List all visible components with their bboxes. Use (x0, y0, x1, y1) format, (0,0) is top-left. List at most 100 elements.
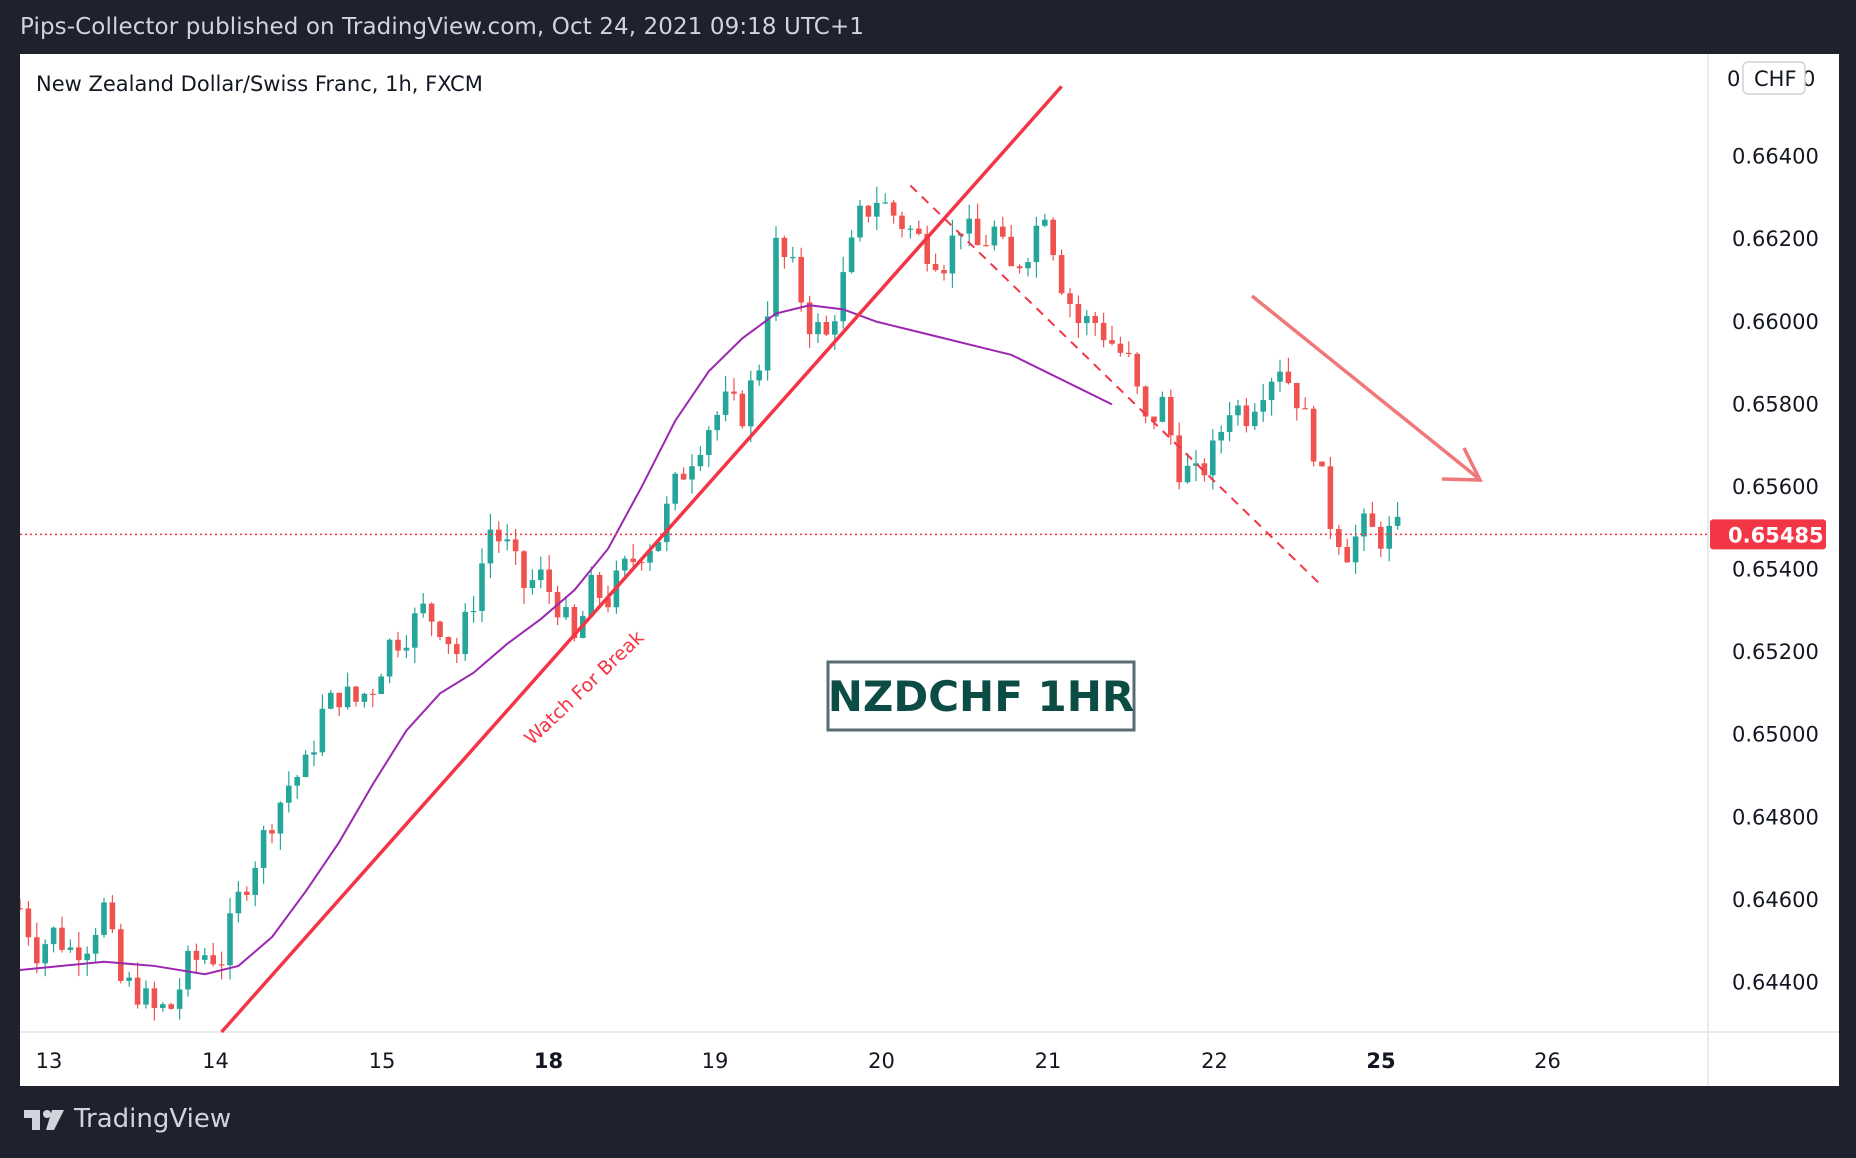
candle-body (210, 955, 216, 965)
candle-body (151, 988, 158, 1008)
x-tick-label: 22 (1201, 1049, 1228, 1073)
candle-body (1327, 466, 1334, 529)
trendline-label: Watch For Break (520, 627, 648, 750)
candle-body (1252, 411, 1258, 427)
y-tick-label: 0.65600 (1732, 475, 1819, 499)
candle-body (630, 558, 636, 562)
candle-body (748, 380, 754, 427)
candle-body (1285, 371, 1292, 383)
candle-body (319, 708, 326, 753)
candle-body (672, 473, 678, 504)
candle-body (487, 529, 494, 564)
candle-body (168, 1004, 174, 1009)
candle-body (1142, 386, 1149, 417)
candle-body (1277, 371, 1283, 382)
annotation-box (826, 660, 1136, 732)
candle-body (848, 237, 855, 273)
x-tick-label: 19 (702, 1049, 729, 1073)
candle-body (1058, 255, 1065, 294)
candle-body (899, 215, 905, 229)
candle-body (588, 574, 594, 617)
candle-body (302, 754, 309, 778)
y-tick-label: 0.66000 (1732, 310, 1819, 334)
candle-body (1075, 304, 1082, 324)
candle-body (664, 503, 670, 543)
y-axis-top-label: 0 (1727, 67, 1740, 91)
x-tick-label: 14 (202, 1049, 229, 1073)
candle-body (823, 321, 830, 335)
y-tick-label: 0.64600 (1732, 888, 1819, 912)
tradingview-logo-icon (24, 1110, 64, 1130)
candle-body (336, 692, 342, 708)
candle-body (1092, 316, 1098, 323)
candle-body (504, 539, 510, 542)
candle-body (840, 272, 846, 322)
publisher-line: Pips-Collector published on TradingView.… (20, 14, 865, 40)
candle-body (412, 613, 418, 648)
candle-body (949, 235, 956, 274)
candle-body (109, 902, 116, 930)
candle-body (689, 466, 695, 480)
candle-body (1193, 463, 1199, 466)
candle-body (1369, 513, 1376, 527)
candle-body (924, 233, 930, 264)
currency-button[interactable] (1742, 61, 1806, 95)
candle-body (974, 218, 981, 246)
candle-body (403, 647, 410, 651)
candle-body (538, 569, 544, 581)
candle-body (1310, 408, 1317, 462)
candle-body (1319, 461, 1325, 467)
candle-body (118, 929, 124, 981)
candle-body (218, 964, 225, 966)
candle-body (529, 580, 536, 589)
candle-body (34, 937, 40, 964)
x-tick-label: 13 (36, 1049, 63, 1073)
candle-body (1294, 382, 1300, 409)
annotation-box-label: NZDCHF 1HR (828, 672, 1134, 721)
candle-body (378, 676, 384, 695)
candle-body (134, 977, 141, 1005)
candle-body (1235, 405, 1241, 416)
candle-body (1394, 516, 1401, 526)
candle-body (454, 644, 460, 655)
down-arrow-line (1250, 294, 1480, 480)
currency-label[interactable]: CHF (1754, 67, 1797, 91)
candle-body (983, 245, 989, 247)
candle-body (932, 263, 939, 271)
y-tick-label: 0.65200 (1732, 640, 1819, 664)
candlestick-chart[interactable]: 0.66400 0.66200 0.66000 0.65800 0.65600 0.654… (20, 54, 1839, 1086)
candle-body (1336, 528, 1342, 547)
candle-body (1210, 440, 1216, 476)
candle-body (563, 606, 569, 618)
candle-body (496, 529, 502, 542)
candle-body (328, 692, 334, 709)
candle-body (1184, 465, 1191, 483)
candle-body (1386, 525, 1392, 549)
y-tick-label: 0.64400 (1732, 970, 1819, 994)
candle-body (227, 913, 233, 966)
candle-body (311, 752, 317, 755)
x-tick-label: 26 (1534, 1049, 1561, 1073)
x-tick-label: 21 (1035, 1049, 1062, 1073)
candle-body (42, 944, 48, 964)
x-tick-label: 15 (369, 1049, 396, 1073)
candle-body (470, 610, 477, 613)
candle-body (1352, 536, 1359, 563)
candle-body (1050, 219, 1056, 256)
candle-body (1344, 546, 1350, 563)
y-tick-label: 0.65000 (1732, 723, 1819, 747)
candle-body (67, 947, 74, 950)
descending-dashed-line (909, 184, 1323, 587)
candle-body (353, 686, 359, 702)
candle-body (370, 693, 376, 695)
candle-body (386, 639, 393, 677)
current-price-tag (1710, 519, 1826, 550)
candle-body (706, 430, 712, 456)
chart-panel[interactable]: 0.66400 0.66200 0.66000 0.65800 0.65600 0.654… (20, 54, 1839, 1086)
candle-body (714, 414, 720, 431)
candle-body (1025, 262, 1031, 269)
candle-body (92, 934, 99, 954)
candle-body (798, 256, 804, 303)
candle-body (428, 603, 435, 622)
candle-body (546, 569, 552, 593)
